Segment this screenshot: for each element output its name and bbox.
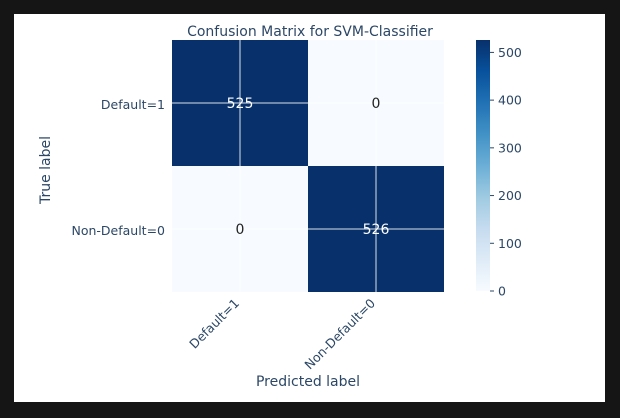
col-label-0: Default=1 — [186, 296, 242, 352]
cell-value-1-0: 0 — [236, 222, 245, 238]
colorbar-tick-label-300: 300 — [498, 140, 522, 155]
colorbar-tick-label-400: 400 — [498, 93, 522, 108]
matrix-cells — [172, 40, 444, 292]
chart-title: Confusion Matrix for SVM-Classifier — [187, 24, 433, 40]
cell-value-0-0: 525 — [227, 96, 254, 112]
cell-value-1-1: 526 — [363, 222, 390, 238]
row-label-0: Default=1 — [101, 97, 165, 112]
colorbar-tick-label-200: 200 — [498, 188, 522, 203]
colorbar-tick-label-0: 0 — [498, 284, 506, 299]
figure-canvas: Confusion Matrix for SVM-Classifier 525 0… — [14, 14, 605, 402]
col-label-1: Non-Default=0 — [301, 295, 378, 372]
x-axis-label: Predicted label — [256, 374, 360, 390]
colorbar-tick-label-100: 100 — [498, 236, 522, 251]
confusion-matrix-chart: Confusion Matrix for SVM-Classifier 525 0… — [38, 24, 522, 390]
colorbar-ticks: 0 100 200 300 400 500 — [490, 45, 522, 299]
matrix-gridlines: 525 0 0 526 — [172, 40, 444, 292]
row-label-1: Non-Default=0 — [71, 223, 165, 238]
y-axis-label: True label — [38, 136, 54, 205]
cell-value-0-1: 0 — [372, 96, 381, 112]
colorbar-tick-label-500: 500 — [498, 45, 522, 60]
colorbar — [476, 40, 490, 291]
